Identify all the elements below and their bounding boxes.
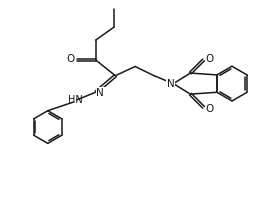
Text: HN: HN bbox=[68, 95, 83, 105]
Text: N: N bbox=[96, 88, 104, 98]
Text: O: O bbox=[67, 54, 75, 64]
Text: N: N bbox=[167, 79, 175, 89]
Text: O: O bbox=[205, 104, 214, 114]
Text: O: O bbox=[205, 54, 214, 64]
